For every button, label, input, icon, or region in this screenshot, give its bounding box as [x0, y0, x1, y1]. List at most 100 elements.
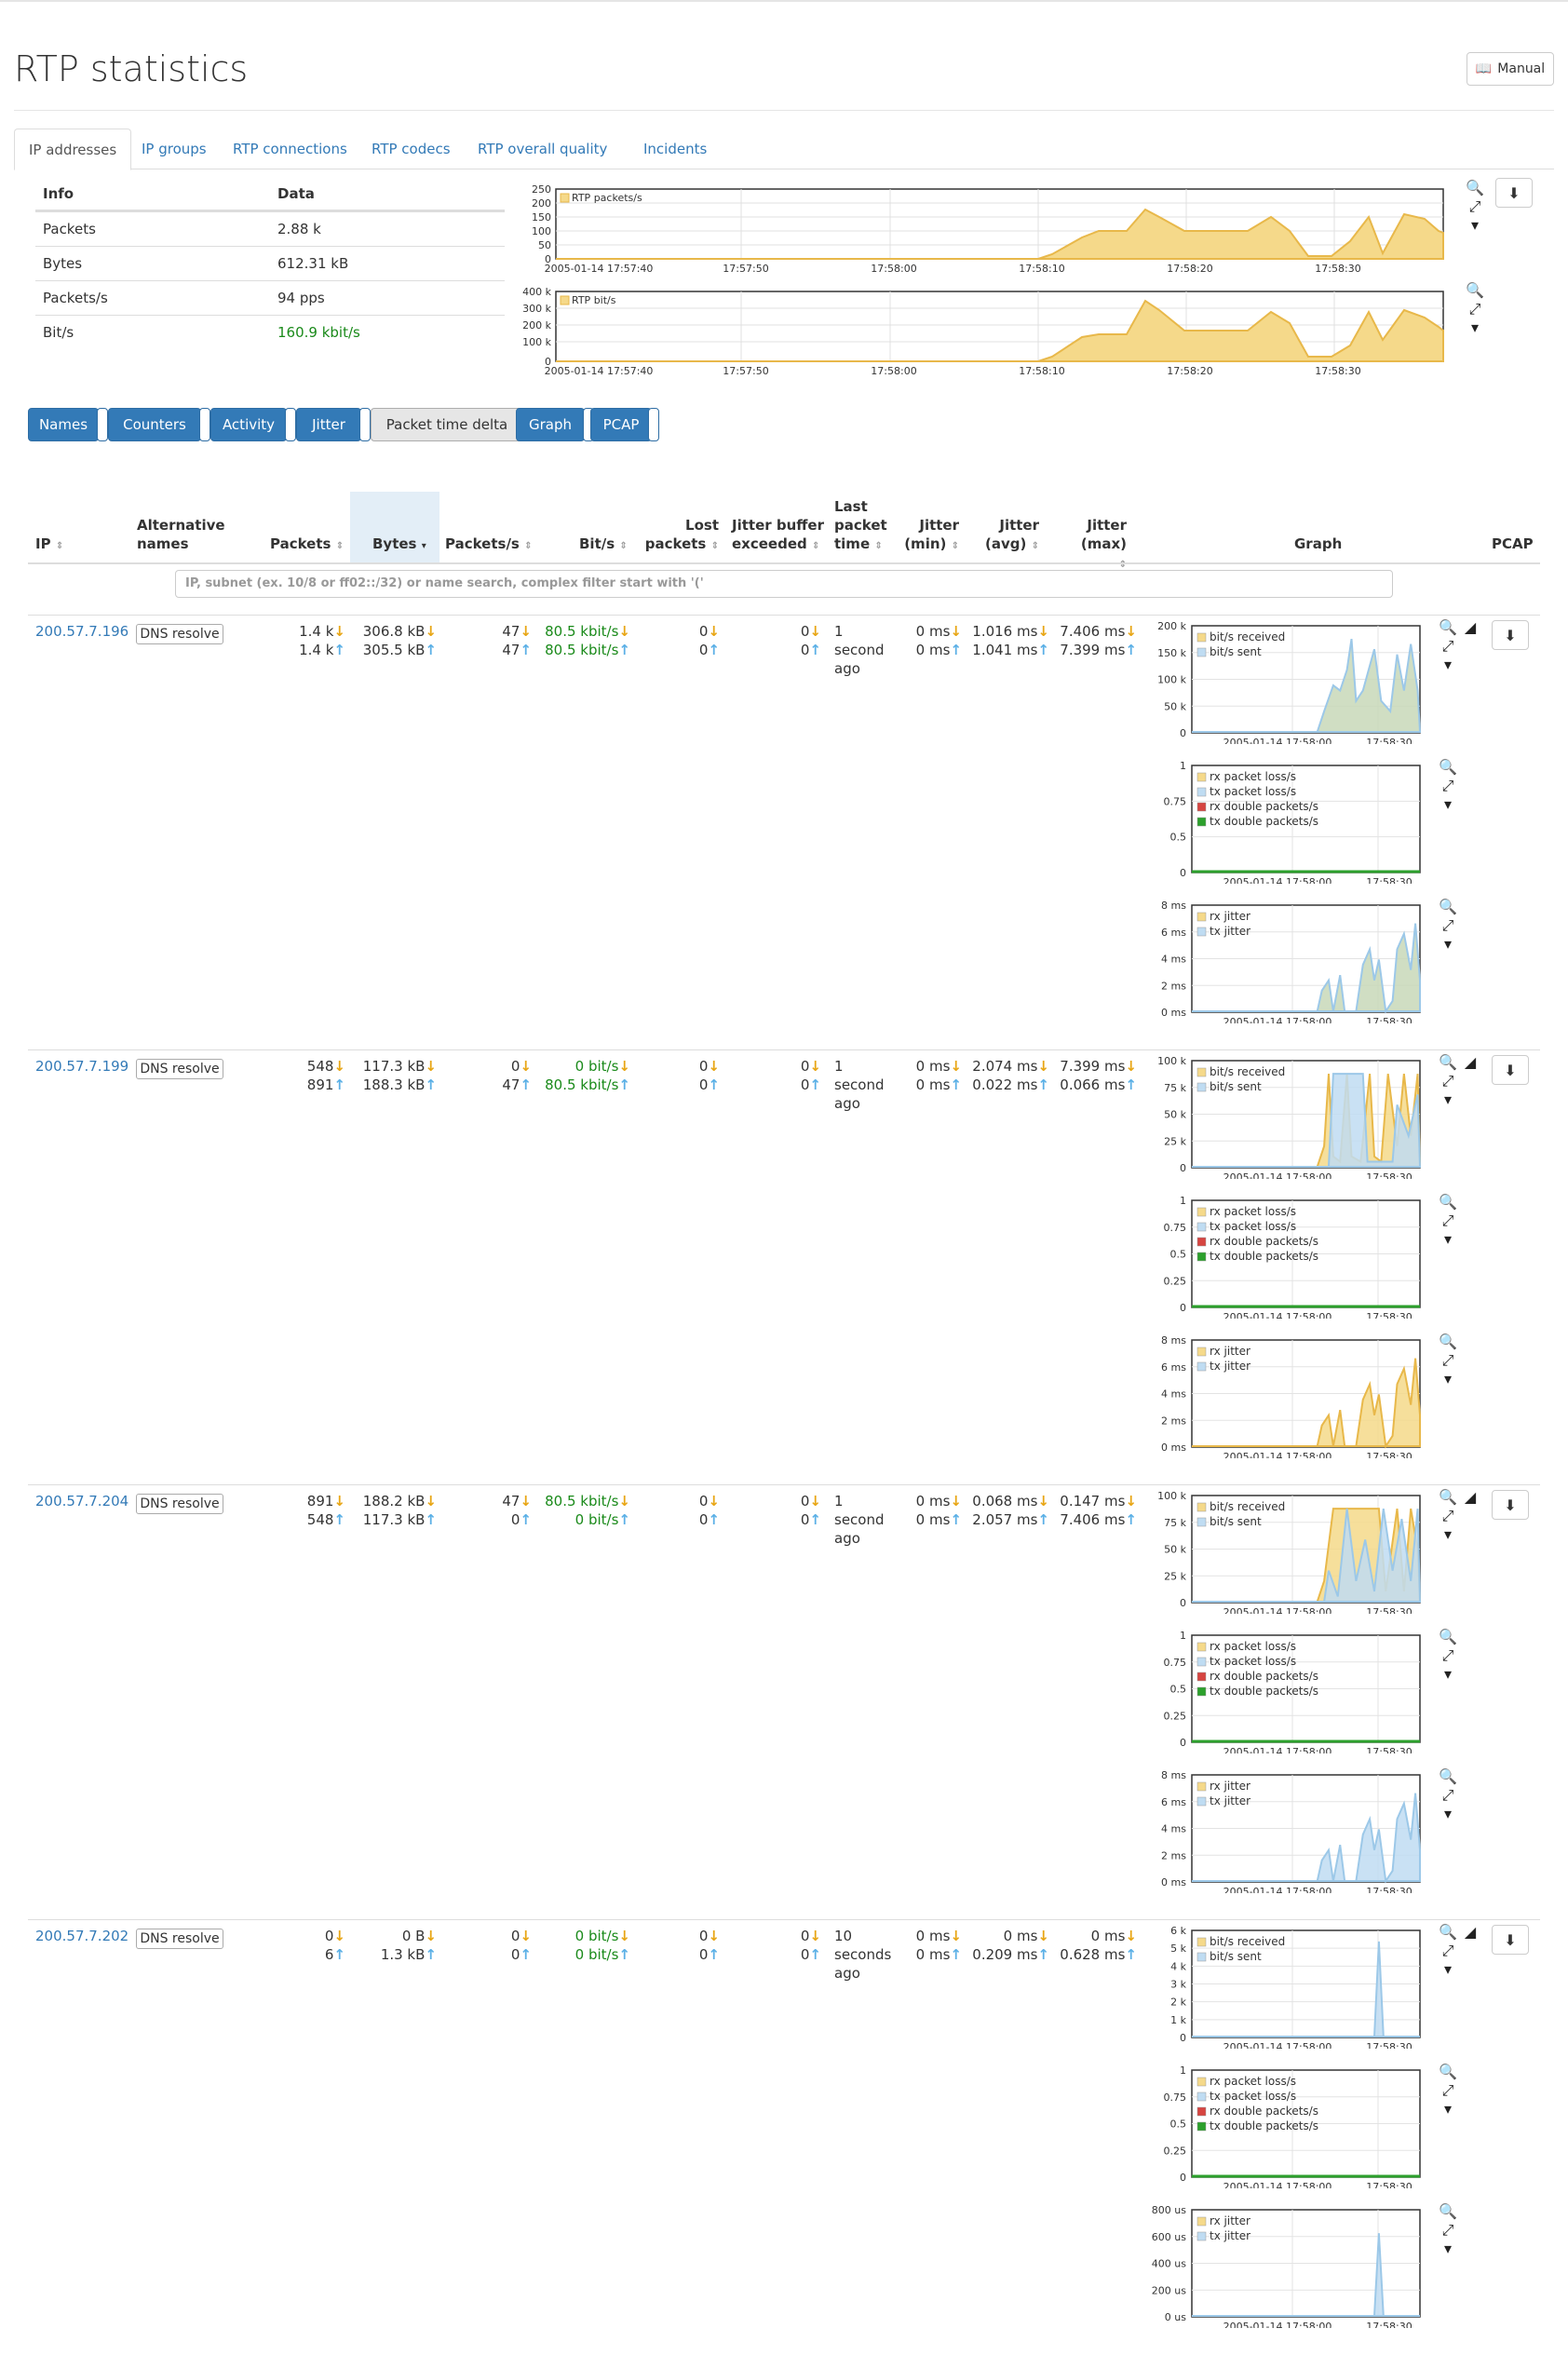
bytes-cell: 188.3 kB↑ [363, 1076, 437, 1094]
ip-filter-input[interactable]: IP, subnet (ex. 10/8 or ff02::/32) or na… [175, 570, 1393, 598]
tab-incidents[interactable]: Incidents [643, 141, 708, 157]
zoom-icon[interactable]: 🔍 [1466, 281, 1484, 299]
pcap-download-button[interactable]: ⬇ [1492, 620, 1529, 650]
th-jitter-min[interactable]: Jitter (min) ⇕ [903, 516, 959, 556]
zoom-icon[interactable]: 🔍 [1439, 1923, 1457, 1941]
caret-down-icon[interactable]: ▾ [1443, 1960, 1453, 1978]
caret-down-icon[interactable]: ▾ [1443, 795, 1453, 813]
toggle-activity-button[interactable]: Activity [210, 408, 287, 441]
th-lost-packets[interactable]: Lost packets ⇕ [644, 516, 719, 556]
area-chart-icon[interactable]: ◢ [1464, 1053, 1477, 1071]
area-chart-icon[interactable]: ◢ [1464, 1923, 1477, 1941]
jitter-avg-cell-value: 2.057 ms [972, 1511, 1038, 1528]
compress-icon[interactable]: ⤢ [1441, 2221, 1454, 2239]
toggle-counters-button[interactable]: Counters [108, 408, 201, 441]
th-bits-per-sec[interactable]: Bit/s ⇕ [579, 535, 628, 556]
th-jitter-buffer-exceeded[interactable]: Jitter buffer exceeded ⇕ [732, 516, 824, 556]
compress-icon[interactable]: ⤢ [1441, 1072, 1454, 1090]
compress-icon[interactable]: ⤢ [1441, 637, 1454, 655]
top-border [0, 0, 1568, 2]
compress-icon[interactable]: ⤢ [1441, 2081, 1454, 2099]
toggle-jitter-button[interactable]: Jitter [296, 408, 361, 441]
dns-resolve-button[interactable]: DNS resolve [136, 1494, 223, 1514]
caret-down-icon[interactable]: ▾ [1443, 1090, 1453, 1108]
pcap-download-button[interactable]: ⬇ [1492, 1490, 1529, 1520]
legend-label: rx double packets/s [1210, 1670, 1318, 1683]
caret-down-icon[interactable]: ▾ [1443, 1665, 1453, 1683]
compress-icon[interactable]: ⤢ [1441, 1646, 1454, 1664]
caret-down-icon[interactable]: ▾ [1443, 1370, 1453, 1388]
toggle-packet-time-delta-button[interactable]: Packet time delta [371, 408, 523, 441]
area-chart-icon[interactable]: ◢ [1464, 1488, 1477, 1506]
caret-down-icon[interactable]: ▾ [1443, 1525, 1453, 1543]
compress-icon[interactable]: ⤢ [1441, 1351, 1454, 1369]
tab-rtp-connections[interactable]: RTP connections [233, 141, 347, 157]
dns-resolve-button[interactable]: DNS resolve [136, 624, 223, 644]
th-jitter-avg[interactable]: Jitter (avg) ⇕ [983, 516, 1039, 556]
pcap-download-button[interactable]: ⬇ [1492, 1925, 1529, 1955]
zoom-icon[interactable]: 🔍 [1439, 1628, 1457, 1645]
dns-resolve-button[interactable]: DNS resolve [136, 1929, 223, 1949]
zoom-icon[interactable]: 🔍 [1439, 1193, 1457, 1211]
compress-icon[interactable]: ⤢ [1441, 777, 1454, 794]
caret-down-icon[interactable]: ▾ [1443, 2240, 1453, 2257]
compress-icon[interactable]: ⤢ [1441, 1212, 1454, 1229]
zoom-icon[interactable]: 🔍 [1439, 1767, 1457, 1785]
caret-down-icon[interactable]: ▾ [1443, 935, 1453, 953]
arrow-down-icon: ↓ [333, 1493, 345, 1509]
compress-icon[interactable]: ⤢ [1441, 1786, 1454, 1804]
compress-icon[interactable]: ⤢ [1441, 1942, 1454, 1959]
zoom-icon[interactable]: 🔍 [1439, 758, 1457, 776]
lost-cell: 0↓ [699, 1057, 720, 1076]
th-packets[interactable]: Packets ⇕ [270, 535, 344, 556]
th-bytes[interactable]: Bytes ▾ [372, 535, 426, 556]
ip-link[interactable]: 200.57.7.202 [35, 1928, 129, 1944]
row-divider [28, 615, 1540, 616]
arrow-down-icon: ↓ [333, 1928, 345, 1944]
jitter-buffer-cell-value: 0 [800, 1058, 810, 1075]
zoom-icon[interactable]: 🔍 [1439, 618, 1457, 636]
manual-button[interactable]: 📖 Manual [1467, 52, 1554, 86]
th-last-packet-time[interactable]: Last packet time ⇕ [834, 497, 887, 556]
caret-down-icon[interactable]: ▾ [1443, 2100, 1453, 2118]
ip-link[interactable]: 200.57.7.199 [35, 1058, 129, 1075]
y-tick: 400 us [1152, 2258, 1186, 2270]
th-packets-per-sec[interactable]: Packets/s ⇕ [445, 535, 532, 556]
pcap-download-button[interactable]: ⬇ [1492, 1055, 1529, 1085]
zoom-icon[interactable]: 🔍 [1439, 2063, 1457, 2080]
tab-rtp-overall-quality[interactable]: RTP overall quality [478, 141, 608, 157]
arrow-up-icon: ↑ [520, 1511, 532, 1528]
y-tick: 6 ms [1161, 1796, 1186, 1808]
tab-ip-addresses[interactable]: IP addresses [14, 129, 132, 170]
area-chart-icon[interactable]: ◢ [1464, 618, 1477, 636]
tab-ip-groups[interactable]: IP groups [142, 141, 207, 157]
zoom-icon[interactable]: 🔍 [1439, 898, 1457, 915]
ip-link[interactable]: 200.57.7.196 [35, 623, 129, 640]
zoom-icon[interactable]: 🔍 [1439, 1053, 1457, 1071]
zoom-icon[interactable]: 🔍 [1439, 2202, 1457, 2220]
zoom-icon[interactable]: 🔍 [1439, 1333, 1457, 1350]
caret-down-icon[interactable]: ▾ [1443, 1805, 1453, 1822]
toggle-graph-button[interactable]: Graph [516, 408, 585, 441]
compress-icon[interactable]: ⤢ [1441, 916, 1454, 934]
ip-link[interactable]: 200.57.7.204 [35, 1493, 129, 1509]
compress-icon[interactable]: ⤢ [1441, 1507, 1454, 1524]
caret-down-icon[interactable]: ▾ [1470, 216, 1480, 234]
zoom-icon[interactable]: 🔍 [1466, 179, 1484, 196]
toggle-pcap-button[interactable]: PCAP [590, 408, 652, 441]
compress-icon[interactable]: ⤢ [1468, 300, 1481, 318]
compress-icon[interactable]: ⤢ [1468, 197, 1481, 215]
th-ip[interactable]: IP ⇕ [35, 535, 63, 556]
x-tick: 17:58:10 [1019, 365, 1064, 377]
caret-down-icon[interactable]: ▾ [1470, 318, 1480, 336]
zoom-icon[interactable]: 🔍 [1439, 1488, 1457, 1506]
tab-rtp-codecs[interactable]: RTP codecs [372, 141, 451, 157]
x-tick: 17:58:30 [1366, 1451, 1412, 1458]
caret-down-icon[interactable]: ▾ [1443, 656, 1453, 673]
caret-down-icon[interactable]: ▾ [1443, 1230, 1453, 1248]
toggle-names-button[interactable]: Names [28, 408, 99, 441]
jitter-avg-cell: 2.074 ms↓ [972, 1057, 1049, 1076]
dns-resolve-button[interactable]: DNS resolve [136, 1059, 223, 1079]
th-jitter-max[interactable]: Jitter (max) ⇕ [1071, 516, 1127, 575]
download-button[interactable]: ⬇ [1495, 178, 1533, 208]
